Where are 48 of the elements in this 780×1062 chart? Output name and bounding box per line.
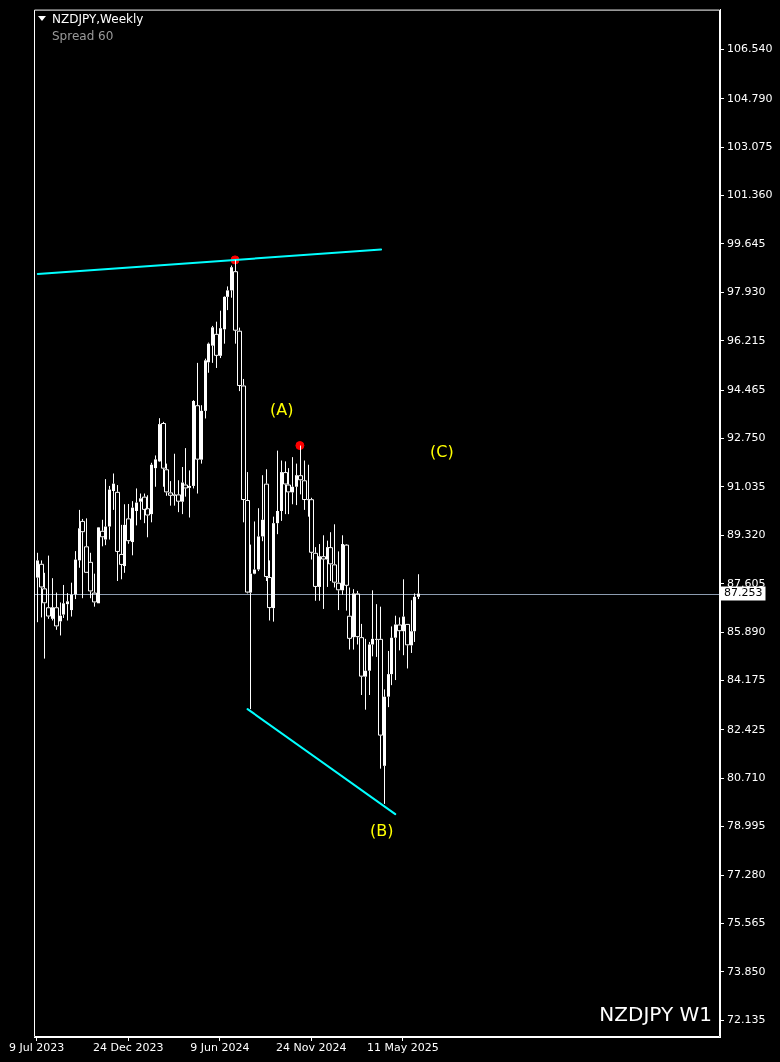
y-tick-label: 101.360	[727, 188, 773, 202]
y-tick-label: 73.850	[727, 964, 766, 978]
x-tick-label: 11 May 2025	[367, 1041, 439, 1055]
y-tick-label: 89.320	[727, 528, 766, 542]
candlestick	[347, 587, 352, 651]
y-tick-label: 85.890	[727, 624, 766, 638]
candlestick	[195, 362, 200, 495]
y-tick-label: 72.135	[727, 1013, 766, 1027]
candlestick	[104, 478, 107, 546]
candlestick	[417, 573, 420, 600]
text: Spread 60	[52, 29, 114, 43]
annotation: (A)	[270, 400, 294, 419]
annotation: (B)	[370, 821, 394, 840]
y-tick-label: 91.035	[727, 479, 766, 493]
candlestick	[321, 534, 326, 610]
candlestick	[70, 582, 73, 618]
candlestick	[344, 544, 349, 612]
y-tick-label: 75.565	[727, 916, 766, 930]
y-tick-label: 77.280	[727, 867, 766, 881]
candlestick	[214, 321, 219, 369]
x-tick-label: 9 Jun 2024	[190, 1041, 250, 1055]
y-tick-label: 94.465	[727, 382, 766, 396]
candlestick	[108, 485, 111, 541]
candlestick	[253, 520, 256, 574]
candlestick	[283, 460, 288, 515]
y-tick-label: 78.995	[727, 819, 766, 833]
y-tick-label: 99.645	[727, 236, 766, 250]
y-tick-label: 104.790	[727, 91, 773, 105]
candlestick	[276, 450, 279, 535]
y-tick-label: 97.930	[727, 285, 766, 299]
candlestick	[74, 550, 77, 600]
y-tick-label: 80.710	[727, 771, 766, 785]
y-tick-label: 103.075	[727, 140, 773, 154]
x-tick-label: 24 Nov 2024	[276, 1041, 347, 1055]
chart-title: NZDJPY,Weekly	[52, 12, 144, 26]
candlestick	[257, 507, 260, 572]
y-tick-label: 92.750	[727, 431, 766, 445]
candlestick	[66, 592, 69, 622]
y-tick-label: 82.425	[727, 722, 766, 736]
y-tick-label: 84.175	[727, 673, 766, 687]
y-tick-label: 96.215	[727, 333, 766, 347]
x-tick-label: 24 Dec 2023	[93, 1041, 164, 1055]
y-tick-label: 106.540	[727, 42, 773, 56]
x-tick-label: 9 Jul 2023	[9, 1041, 65, 1055]
candlestick	[397, 616, 402, 651]
annotation: NZDJPY W1	[599, 1002, 712, 1026]
ref-line-label: 87.253	[724, 586, 763, 600]
annotation: (C)	[430, 442, 454, 461]
